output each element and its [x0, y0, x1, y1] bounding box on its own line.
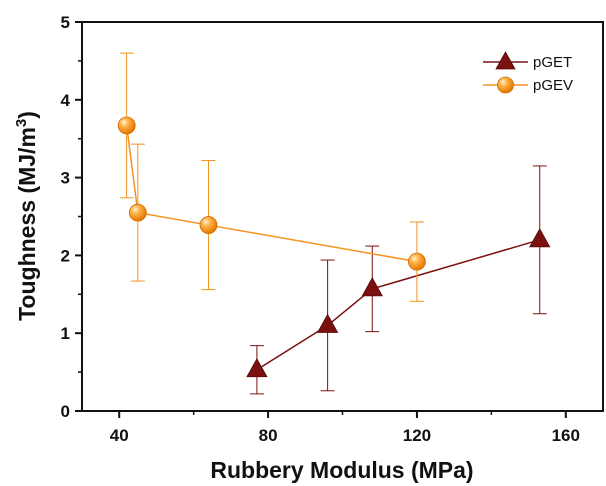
point-pGEV-3	[408, 252, 426, 271]
y-axis-title: Toughness (MJ/m3)	[13, 111, 40, 321]
x-tick-label-120: 120	[403, 426, 431, 445]
point-pGET-0	[246, 357, 268, 378]
point-pGET-3	[529, 228, 551, 248]
x-tick-label-80: 80	[259, 426, 278, 445]
y-tick-label-5: 5	[61, 13, 70, 32]
y-tick-label-1: 1	[61, 324, 70, 343]
series-pGET	[246, 165, 551, 395]
point-pGEV-1	[128, 203, 147, 222]
point-pGEV-2	[199, 216, 218, 234]
legend-marker-pgev	[497, 76, 514, 94]
legend-label-pget: pGET	[533, 54, 572, 71]
axis-ticks	[75, 21, 567, 418]
y-tick-label-0: 0	[61, 402, 70, 421]
x-axis-title: Rubbery Modulus (MPa)	[210, 457, 473, 483]
point-pGET-1	[316, 313, 339, 333]
series-layer	[117, 52, 551, 395]
x-tick-label-40: 40	[110, 426, 129, 445]
legend-label-pgev: pGEV	[533, 77, 573, 94]
point-pGEV-0	[117, 116, 136, 135]
point-pGET-2	[361, 277, 383, 297]
legend: pGET pGEV	[483, 51, 573, 94]
y-tick-label-4: 4	[61, 91, 71, 110]
x-tick-label-160: 160	[552, 426, 580, 445]
series-line-pGEV	[125, 125, 418, 263]
legend-marker-pget	[495, 51, 516, 70]
series-line-pGET	[256, 239, 540, 371]
y-tick-label-3: 3	[61, 169, 70, 188]
y-tick-label-2: 2	[61, 246, 70, 265]
tick-labels: 40 80 120 160 0 1 2 3 4 5	[61, 13, 580, 445]
series-pGEV	[117, 52, 426, 302]
